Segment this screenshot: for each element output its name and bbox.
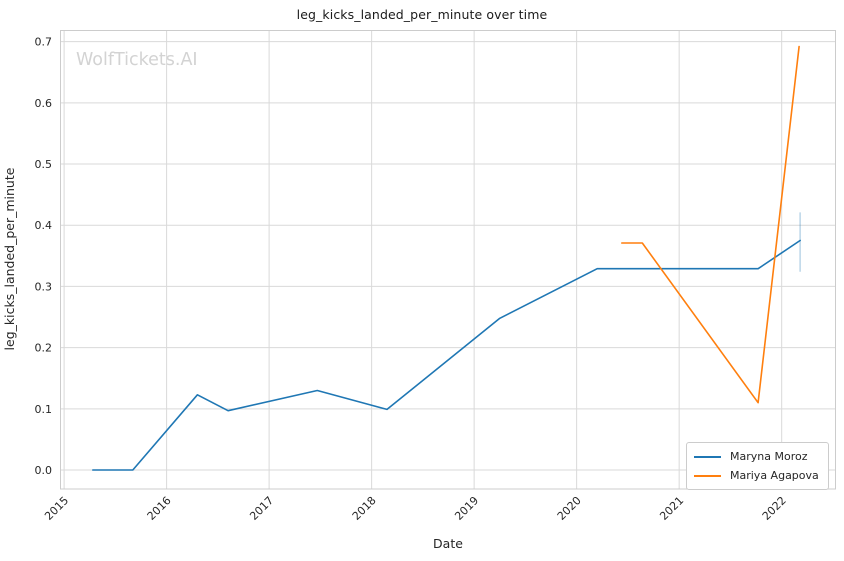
x-tick-label: 2017 (247, 494, 276, 523)
legend-label: Maryna Moroz (730, 450, 808, 463)
plot-border (60, 30, 836, 490)
y-tick-label: 0.6 (35, 97, 53, 110)
legend-swatch-mariya-agapova (694, 474, 721, 477)
y-tick-label: 0.0 (35, 464, 53, 477)
x-tick-label: 2020 (555, 494, 584, 523)
watermark: WolfTickets.AI (76, 50, 198, 70)
legend-label: Mariya Agapova (730, 469, 819, 482)
x-tick-label: 2018 (350, 494, 379, 523)
series-line-mariya-agapova (620, 45, 800, 404)
y-tick-label: 0.2 (35, 342, 53, 355)
legend-item: Mariya Agapova (694, 466, 821, 485)
x-tick-label: 2022 (760, 494, 789, 523)
y-tick-label: 0.1 (35, 403, 53, 416)
grid-layer (60, 30, 836, 489)
legend-item: Maryna Moroz (694, 447, 821, 466)
legend-swatch-maryna-moroz (694, 455, 721, 458)
y-axis-label: leg_kicks_landed_per_minute (2, 167, 17, 350)
y-tick-label: 0.7 (35, 36, 53, 49)
tick-layer: 0.0 0.1 0.2 0.3 0.4 0.5 0.6 0.7 2015 2016 2017 2018… (35, 36, 789, 523)
y-tick-label: 0.4 (35, 219, 53, 232)
x-tick-label: 2021 (657, 494, 686, 523)
x-tick-label: 2015 (42, 494, 71, 523)
legend: Maryna Moroz Mariya Agapova (686, 442, 829, 490)
x-tick-label: 2016 (145, 494, 174, 523)
chart-title: leg_kicks_landed_per_minute over time (296, 7, 548, 22)
x-tick-label: 2019 (452, 494, 481, 523)
y-tick-label: 0.3 (35, 280, 53, 293)
y-tick-label: 0.5 (35, 158, 53, 171)
series-line-maryna-moroz (92, 239, 801, 471)
x-axis-label: Date (433, 536, 463, 551)
series-layer (92, 45, 801, 471)
